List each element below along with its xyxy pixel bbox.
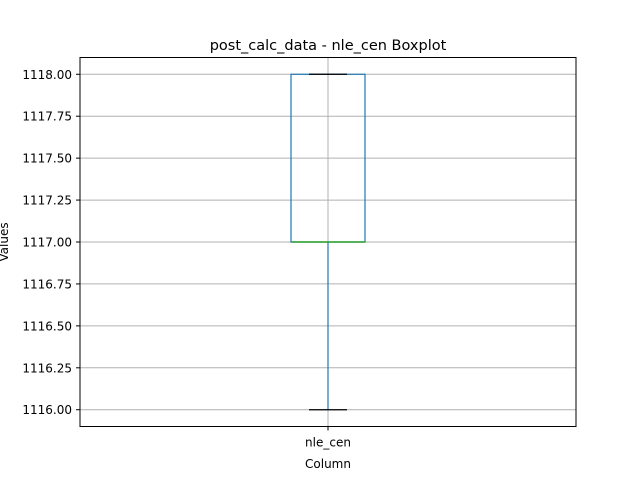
y-tick-label: 1116.50 bbox=[22, 319, 72, 333]
y-tick-label: 1117.75 bbox=[22, 110, 72, 124]
y-tick-label: 1117.50 bbox=[22, 152, 72, 166]
y-axis-label: Values bbox=[0, 222, 11, 261]
box-layer bbox=[290, 73, 366, 411]
y-tick-label: 1117.25 bbox=[22, 194, 72, 208]
y-tick-label: 1116.75 bbox=[22, 277, 72, 291]
y-tick-label: 1117.00 bbox=[22, 236, 72, 250]
x-axis-label: Column bbox=[305, 457, 351, 471]
y-tick-label: 1116.25 bbox=[22, 361, 72, 375]
y-tick-label: 1116.00 bbox=[22, 403, 72, 417]
y-tick-label: 1118.00 bbox=[22, 68, 72, 82]
x-tick-label: nle_cen bbox=[305, 436, 351, 450]
y-axis-ticks: 1116.00 1116.25 1116.50 1116.75 1117.00 1117.… bbox=[22, 68, 80, 417]
x-axis-ticks: nle_cen bbox=[305, 426, 351, 450]
chart-title: post_calc_data - nle_cen Boxplot bbox=[210, 38, 447, 54]
